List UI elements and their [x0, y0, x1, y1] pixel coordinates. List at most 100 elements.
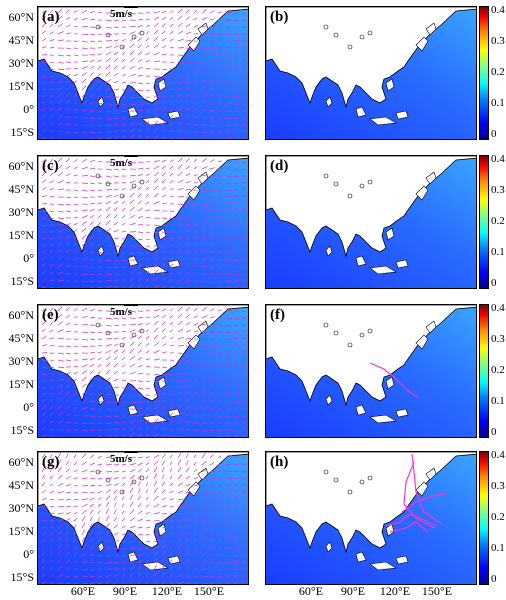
wind-vector: [74, 287, 76, 288]
wind-vector: [233, 547, 239, 550]
wind-vector: [89, 497, 95, 501]
wind-vector: [177, 187, 184, 191]
wind-vector: [81, 17, 88, 21]
wind-vector: [121, 555, 127, 557]
wind-vector: [161, 23, 166, 28]
wind-vector: [169, 559, 173, 564]
wind-vector: [121, 349, 126, 354]
wind-vector: [233, 350, 239, 354]
wind-vector: [129, 363, 136, 368]
wind-vector: [177, 530, 183, 536]
wind-vector: [57, 474, 63, 480]
wind-vector: [153, 231, 160, 234]
lake: [131, 479, 137, 485]
wind-vector: [137, 328, 143, 333]
wind-vector: [65, 530, 69, 536]
wind-vector: [137, 224, 144, 226]
wind-vector: [169, 217, 174, 220]
wind-vector: [241, 279, 246, 282]
wind-vector: [73, 166, 78, 170]
wind-vector: [49, 82, 55, 84]
wind-vector: [241, 168, 246, 171]
wind-vector: [81, 66, 88, 70]
lake: [367, 328, 373, 334]
wind-vector: [201, 460, 207, 466]
wind-vector: [145, 316, 150, 319]
wind-vector: [89, 102, 95, 105]
wind-vector: [49, 483, 54, 487]
wind-vector: [137, 168, 144, 170]
wind-vector: [185, 93, 190, 98]
wind-vector: [129, 394, 136, 397]
wind-vector: [161, 250, 167, 254]
wind-vector: [129, 509, 135, 515]
wind-vector: [217, 124, 222, 127]
wind-vector: [233, 408, 239, 411]
wind-vector: [217, 429, 223, 431]
wind-vector: [241, 201, 246, 205]
wind-vector: [177, 411, 183, 417]
wind-vector: [89, 422, 95, 425]
wind-vector: [121, 371, 126, 375]
wind-vector: [97, 539, 102, 543]
wind-vector: [105, 408, 112, 411]
wind-vector: [129, 122, 136, 126]
wind-vector: [41, 344, 47, 347]
wind-vector: [105, 554, 113, 557]
wind-vector: [233, 394, 240, 396]
wind-vector: [97, 484, 102, 487]
wind-vector: [49, 392, 54, 396]
wind-vector: [145, 231, 150, 234]
wind-vector: [57, 31, 64, 35]
wind-vector: [233, 555, 240, 557]
wind-vector: [153, 519, 160, 522]
wind-vector: [177, 366, 184, 369]
wind-vector: [49, 461, 53, 466]
island: [97, 96, 105, 108]
wind-vector: [105, 501, 110, 508]
island: [425, 22, 437, 36]
wind-vector: [105, 463, 112, 466]
wind-vector: [73, 257, 78, 261]
wind-vector: [177, 536, 182, 543]
wind-vector: [89, 351, 96, 354]
wind-vector: [217, 208, 222, 212]
island: [369, 116, 397, 126]
wind-vector: [105, 71, 111, 77]
wind-vector: [57, 306, 63, 312]
wind-vector: [225, 344, 232, 347]
wind-vector: [73, 159, 78, 163]
wind-vector: [153, 60, 160, 63]
wind-vector: [201, 92, 207, 98]
wind-vector: [217, 202, 222, 205]
wind-vector: [129, 277, 136, 282]
wind-vector: [81, 26, 89, 28]
wind-vector: [209, 477, 215, 480]
wind-vector: [105, 568, 112, 571]
wind-vector: [169, 263, 174, 268]
island: [385, 376, 395, 390]
wind-vector: [177, 345, 185, 347]
wind-vector: [193, 518, 198, 522]
wind-vector: [65, 235, 71, 240]
wind-vector: [169, 336, 174, 340]
wind-vector: [153, 52, 160, 56]
longitude-tick-label: 150°E: [421, 584, 453, 598]
wind-vector: [121, 110, 127, 112]
wind-vector: [137, 24, 143, 28]
wind-vector: [73, 560, 78, 564]
wind-vector: [145, 264, 150, 268]
wind-vector: [65, 24, 71, 28]
wind-vector: [217, 422, 222, 425]
wind-vector: [185, 321, 191, 326]
wind-vector: [113, 464, 120, 466]
wind-vector: [65, 242, 70, 247]
wind-vector: [89, 523, 93, 529]
wind-vector: [57, 337, 64, 340]
wind-vector: [129, 525, 136, 529]
wind-vector: [225, 376, 231, 382]
wind-vector: [177, 87, 184, 91]
wind-vector: [129, 559, 136, 564]
wind-vector: [73, 25, 78, 28]
wind-vector: [225, 455, 232, 459]
